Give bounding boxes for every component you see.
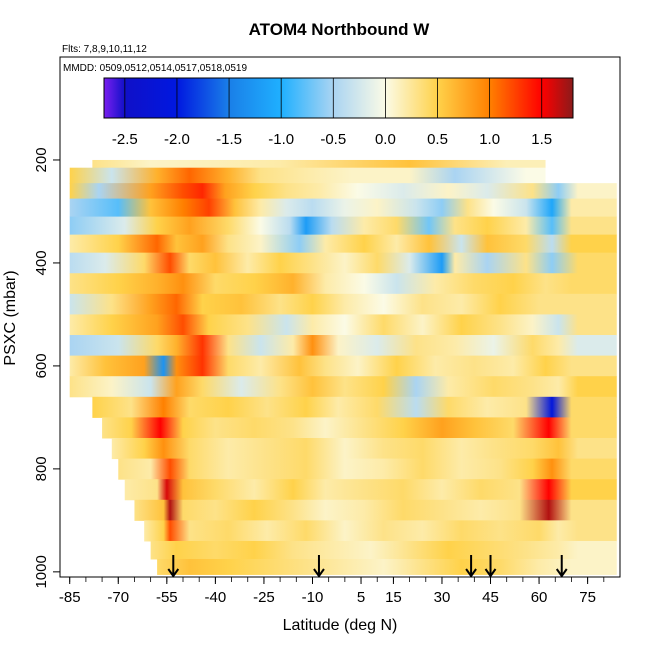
colorbar-tick-label: -1.5 bbox=[216, 131, 242, 148]
heatmap-layer bbox=[150, 540, 617, 560]
y-tick-label: 800 bbox=[33, 456, 50, 481]
dates-note: MMDD: 0509,0512,0514,0517,0518,0519 bbox=[63, 63, 247, 74]
heatmap-layer bbox=[124, 479, 617, 501]
x-tick-label: -70 bbox=[107, 589, 129, 606]
colorbar-tick-label: 1.0 bbox=[479, 131, 500, 148]
heatmap-layer bbox=[69, 198, 617, 218]
heatmap-layer bbox=[69, 234, 617, 254]
x-tick-label: -40 bbox=[205, 589, 227, 606]
colorbar: -2.5 -2.0 -1.5 -1.0 -0.5 0.0 0.5 1.0 1.5 bbox=[103, 77, 574, 148]
x-tick-label: 5 bbox=[357, 589, 365, 606]
heatmap-layer bbox=[69, 273, 617, 295]
heatmap-layer bbox=[92, 396, 617, 418]
colorbar-ticks: -2.5 -2.0 -1.5 -1.0 -0.5 0.0 0.5 1.0 1.5 bbox=[112, 78, 552, 148]
heatmap-layer bbox=[157, 558, 617, 575]
heatmap-layer bbox=[69, 167, 546, 184]
heatmap-layer bbox=[69, 252, 617, 274]
y-tick-label: 600 bbox=[33, 353, 50, 378]
y-tick-label: 400 bbox=[33, 250, 50, 275]
chart-title: ATOM4 Northbound W bbox=[249, 20, 431, 39]
profile-arrow bbox=[465, 555, 477, 578]
colorbar-tick-label: -0.5 bbox=[320, 131, 346, 148]
heatmap-layer bbox=[134, 499, 617, 521]
x-tick-label: 75 bbox=[579, 589, 596, 606]
heatmap-layer bbox=[144, 520, 617, 542]
x-tick-label: -55 bbox=[156, 589, 178, 606]
heatmap-layers bbox=[69, 159, 617, 575]
heatmap-layer bbox=[111, 437, 617, 460]
flights-note: Flts: 7,8,9,10,11,12 bbox=[62, 44, 147, 55]
x-tick-label: 60 bbox=[531, 589, 548, 606]
colorbar-tick-label: -1.0 bbox=[268, 131, 294, 148]
y-axis-label: PSXC (mbar) bbox=[2, 270, 19, 365]
x-tick-label: 30 bbox=[434, 589, 451, 606]
x-tick-label: -85 bbox=[59, 589, 81, 606]
heatmap-layer bbox=[118, 458, 617, 480]
heatmap-layer bbox=[69, 376, 617, 398]
profile-arrow bbox=[167, 555, 180, 578]
heatmap-layer bbox=[92, 159, 546, 169]
profile-arrow bbox=[555, 555, 568, 578]
profile-arrow bbox=[484, 555, 497, 578]
colorbar-gradient bbox=[103, 77, 574, 119]
colorbar-tick-label: 0.5 bbox=[427, 131, 448, 148]
heatmap-layer bbox=[69, 355, 617, 377]
colorbar-tick-label: -2.0 bbox=[164, 131, 190, 148]
heatmap-layer bbox=[69, 335, 617, 357]
x-axis-label: Latitude (deg N) bbox=[283, 617, 398, 634]
x-tick-label: -25 bbox=[253, 589, 275, 606]
colorbar-tick-label: -2.5 bbox=[112, 131, 138, 148]
profile-arrows bbox=[167, 555, 568, 578]
heatmap-layer bbox=[69, 216, 617, 236]
x-tick-label: -10 bbox=[302, 589, 324, 606]
heatmap-layer bbox=[69, 183, 617, 200]
x-tick-label: 15 bbox=[385, 589, 402, 606]
profile-arrow bbox=[313, 555, 325, 578]
x-tick-label: 45 bbox=[482, 589, 499, 606]
y-tick-label: 1000 bbox=[33, 555, 50, 588]
colorbar-tick-label: 1.5 bbox=[531, 131, 552, 148]
x-axis: -85 -70 -55 -40 -25 -10 5 15 30 45 60 75 bbox=[59, 577, 605, 606]
heatmap-layer bbox=[102, 417, 617, 439]
y-tick-label: 200 bbox=[33, 147, 50, 172]
heatmap-layer bbox=[69, 293, 617, 315]
heatmap-layer bbox=[69, 314, 617, 336]
y-axis: 200 400 600 800 1000 bbox=[33, 147, 60, 589]
colorbar-tick-label: 0.0 bbox=[375, 131, 396, 148]
plot-frame bbox=[59, 56, 621, 578]
